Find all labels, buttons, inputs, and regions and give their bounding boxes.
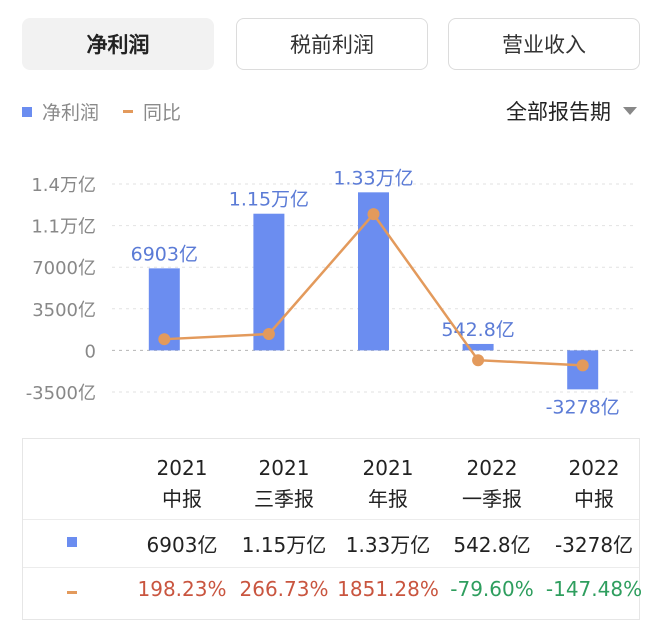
bar-data-label: -3278亿 xyxy=(546,396,620,418)
table-header-cell: 2021 年报 xyxy=(362,456,414,511)
period-select-label: 全部报告期 xyxy=(506,100,611,124)
yoy-cell: 1851.28% xyxy=(337,577,439,601)
bar-legend-swatch xyxy=(22,106,32,117)
y-tick-label: 3500亿 xyxy=(32,300,96,321)
yoy-point xyxy=(262,328,275,341)
tab-pretax-profit[interactable]: 税前利润 xyxy=(236,18,428,70)
line-series-marker xyxy=(67,591,77,594)
y-tick-label: 1.1万亿 xyxy=(31,217,96,238)
table-divider xyxy=(23,519,639,520)
line-legend-label: 同比 xyxy=(143,102,182,124)
y-tick-label: 1.4万亿 xyxy=(31,175,96,196)
data-table: 2021 中报 2021 三季报 2021 年报 2022 一季报 2022 中报 690… xyxy=(22,438,642,620)
yoy-point xyxy=(576,359,589,372)
y-tick-label: -3500亿 xyxy=(26,383,96,404)
yoy-cell: -79.60% xyxy=(450,577,534,601)
yoy-point xyxy=(472,354,485,367)
yoy-cell: 198.23% xyxy=(137,577,227,601)
line-legend-swatch xyxy=(123,110,134,113)
table-header-cell: 2021 中报 xyxy=(156,456,208,511)
bar-data-label: 1.33万亿 xyxy=(333,167,413,189)
yoy-point xyxy=(158,333,171,346)
table-header-cell: 2022 一季报 xyxy=(462,456,522,511)
chart-legend: 净利润 同比 xyxy=(22,98,181,125)
profit-cell: -3278亿 xyxy=(554,533,634,557)
bar xyxy=(462,343,494,351)
profit-cell: 6903亿 xyxy=(146,533,218,557)
yoy-cell: -147.48% xyxy=(545,577,643,601)
bar-data-label: 6903亿 xyxy=(131,243,198,265)
profit-cell: 1.33万亿 xyxy=(345,533,431,557)
y-tick-label: 7000亿 xyxy=(32,258,96,279)
bar xyxy=(253,213,285,351)
yoy-cell: 266.73% xyxy=(239,577,329,601)
profit-cell: 1.15万亿 xyxy=(241,533,327,557)
table-header-cell: 2021 三季报 xyxy=(254,456,314,511)
tab-net-profit[interactable]: 净利润 xyxy=(22,18,214,70)
chevron-down-icon xyxy=(623,107,637,115)
tab-revenue[interactable]: 营业收入 xyxy=(448,18,640,70)
yoy-point xyxy=(367,208,380,221)
net-profit-chart: 1.4万亿 1.1万亿 7000亿 3500亿 0 -3500亿 6903亿 1.15万亿 1.… xyxy=(26,167,635,418)
profit-cell: 542.8亿 xyxy=(453,533,531,557)
y-tick-label: 0 xyxy=(85,341,96,362)
bar-series-marker xyxy=(67,537,77,547)
period-select[interactable]: 全部报告期 xyxy=(506,96,637,126)
bar-legend-label: 净利润 xyxy=(42,102,100,124)
table-header-cell: 2022 中报 xyxy=(568,456,620,511)
bar-data-label: 1.15万亿 xyxy=(229,189,309,211)
metric-tabs: 净利润 税前利润 营业收入 xyxy=(0,0,663,92)
table-divider xyxy=(23,567,639,568)
